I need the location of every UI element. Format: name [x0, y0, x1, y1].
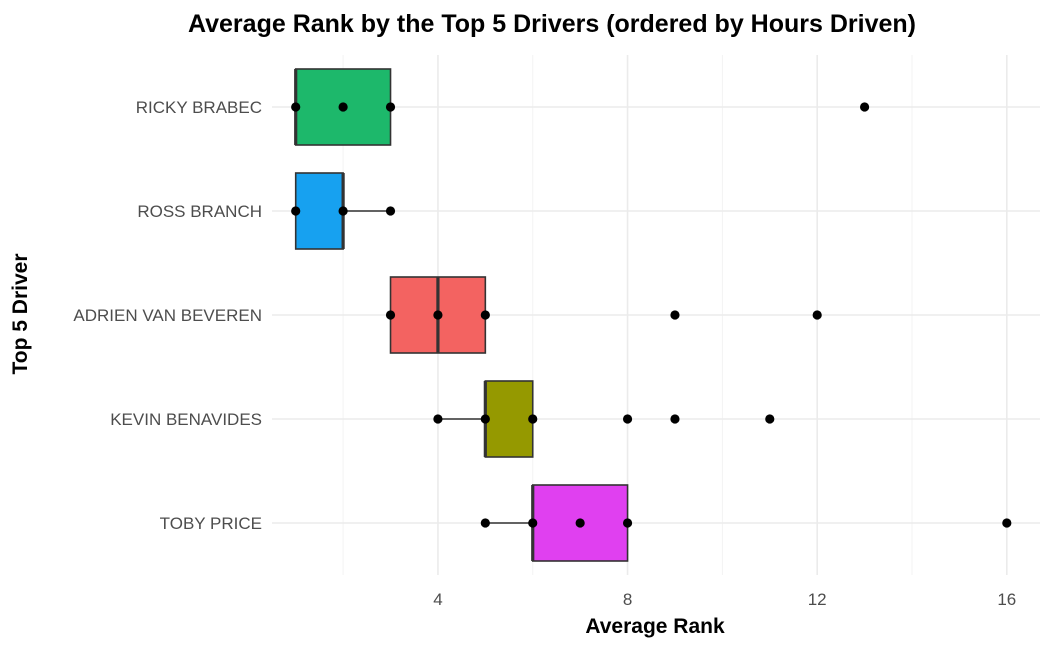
data-point: [480, 414, 490, 424]
data-point: [622, 518, 633, 528]
data-point: [528, 414, 538, 424]
data-point: [575, 518, 585, 528]
data-point: [291, 102, 301, 112]
data-point: [480, 518, 490, 528]
data-point: [812, 310, 822, 320]
data-point: [338, 206, 348, 216]
x-tick-label: 16: [997, 590, 1016, 609]
data-point: [670, 310, 680, 320]
data-point: [670, 414, 680, 424]
x-axis-title: Average Rank: [585, 615, 725, 638]
data-point: [338, 102, 348, 112]
data-point: [765, 414, 775, 424]
plot-layer: [291, 68, 1012, 562]
data-point: [859, 102, 870, 112]
data-point: [433, 414, 443, 424]
y-category-label: TOBY PRICE: [160, 514, 262, 533]
box-group: [433, 380, 775, 458]
data-point: [433, 310, 443, 320]
x-tick-label: 4: [433, 590, 442, 609]
data-point: [622, 414, 633, 424]
iqr-box: [484, 380, 534, 458]
y-axis-title: Top 5 Driver: [9, 254, 32, 375]
box-group: [385, 276, 822, 354]
box-group: [291, 68, 870, 146]
data-point: [385, 206, 396, 216]
x-tick-label: 12: [808, 590, 827, 609]
axis-layer: 4 8 12 16 RICKY BRABEC ROSS BRANCH ADRIEN VAN …: [73, 98, 1016, 609]
data-point: [291, 206, 301, 216]
data-point: [528, 518, 538, 528]
iqr-box: [294, 172, 344, 250]
data-point: [385, 102, 396, 112]
y-category-label: ROSS BRANCH: [137, 202, 262, 221]
box-group: [480, 484, 1012, 562]
data-point: [385, 310, 396, 320]
box-group: [291, 172, 396, 250]
y-category-label: KEVIN BENAVIDES: [110, 410, 262, 429]
data-point: [480, 310, 490, 320]
y-category-label: RICKY BRABEC: [136, 98, 262, 117]
data-point: [1002, 518, 1012, 528]
y-category-label: ADRIEN VAN BEVEREN: [73, 306, 262, 325]
x-tick-label: 8: [623, 590, 632, 609]
chart-title: Average Rank by the Top 5 Drivers (order…: [188, 10, 916, 38]
